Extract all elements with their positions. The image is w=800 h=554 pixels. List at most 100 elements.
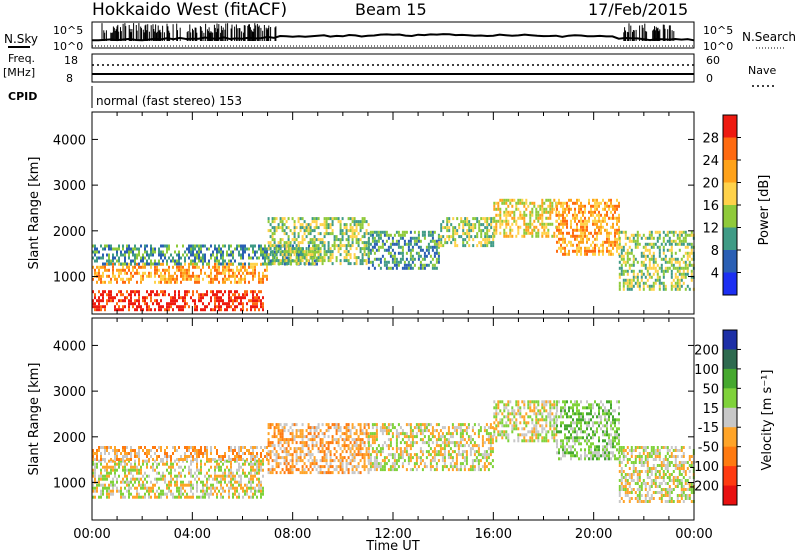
echo-cell xyxy=(323,444,326,448)
echo-cell xyxy=(570,198,572,202)
echo-cell xyxy=(454,226,457,230)
echo-cell xyxy=(315,468,318,472)
echo-cell xyxy=(323,453,326,457)
echo-cell xyxy=(676,269,679,273)
echo-cell xyxy=(273,226,276,230)
echo-cell xyxy=(270,259,272,263)
echo-cell xyxy=(271,244,274,248)
echo-cell xyxy=(283,438,286,442)
echo-cell xyxy=(379,462,382,466)
echo-cell xyxy=(357,444,360,448)
echo-cell xyxy=(182,296,184,300)
echo-cell xyxy=(373,230,376,234)
echo-cell xyxy=(604,204,606,208)
echo-cell xyxy=(275,435,278,439)
echo-cell xyxy=(472,226,475,230)
echo-cell xyxy=(236,480,238,484)
echo-cell xyxy=(658,284,661,288)
echo-cell xyxy=(594,237,596,241)
echo-cell xyxy=(325,250,328,254)
echo-cell xyxy=(212,253,214,257)
echo-cell xyxy=(313,438,316,442)
echo-cell xyxy=(114,446,116,449)
echo-cell xyxy=(345,253,348,257)
echo-cell xyxy=(315,444,318,448)
colorbar-tick-label: 12 xyxy=(702,222,719,237)
echo-cell xyxy=(369,260,372,264)
echo-cell xyxy=(212,486,214,490)
echo-cell xyxy=(429,239,432,243)
echo-cell xyxy=(289,253,292,257)
echo-cell xyxy=(224,268,226,272)
echo-cell xyxy=(311,217,314,221)
echo-cell xyxy=(385,432,388,436)
echo-cell xyxy=(315,223,318,227)
echo-cell xyxy=(472,217,475,221)
echo-cell xyxy=(250,480,252,484)
echo-cell xyxy=(100,477,102,481)
echo-cell xyxy=(564,207,566,211)
echo-cell xyxy=(234,492,236,496)
echo-cell xyxy=(216,477,218,481)
echo-cell xyxy=(178,486,180,490)
echo-cell xyxy=(206,247,208,251)
colorbar-tick-label: 4 xyxy=(711,267,719,282)
echo-cell xyxy=(459,465,462,469)
echo-cell xyxy=(200,449,202,452)
echo-cell xyxy=(130,452,132,455)
echo-cell xyxy=(122,265,124,269)
echo-cell xyxy=(576,198,578,202)
echo-cell xyxy=(311,259,314,263)
echo-cell xyxy=(230,465,232,469)
echo-cell xyxy=(468,244,471,248)
echo-cell xyxy=(224,277,226,281)
echo-cell xyxy=(164,277,166,281)
echo-cell xyxy=(343,256,346,260)
echo-cell xyxy=(158,274,160,278)
echo-cell xyxy=(200,244,202,248)
nave-tick-top: 60 xyxy=(706,54,720,67)
echo-cell xyxy=(421,423,424,427)
echo-cell xyxy=(644,263,647,267)
echo-cell xyxy=(499,231,502,235)
echo-cell xyxy=(275,253,278,257)
echo-cell xyxy=(314,259,316,263)
echo-cell xyxy=(273,238,276,242)
echo-cell xyxy=(186,455,188,458)
echo-cell xyxy=(118,474,120,478)
echo-cell xyxy=(670,242,673,246)
echo-cell xyxy=(592,249,594,253)
echo-cell xyxy=(240,302,242,306)
echo-cell xyxy=(224,471,226,475)
echo-cell xyxy=(405,251,408,255)
echo-cell xyxy=(648,242,651,246)
echo-cell xyxy=(285,232,288,236)
echo-cell xyxy=(658,281,661,285)
echo-cell xyxy=(264,259,266,263)
echo-cell xyxy=(405,444,408,448)
echo-cell xyxy=(574,210,576,214)
echo-cell xyxy=(156,489,158,493)
echo-cell xyxy=(180,465,182,469)
echo-cell xyxy=(172,274,174,278)
echo-cell xyxy=(686,269,689,273)
echo-cell xyxy=(208,474,210,478)
echo-cell xyxy=(652,242,655,246)
echo-cell xyxy=(248,247,250,251)
echo-cell xyxy=(120,293,122,297)
echo-cell xyxy=(604,207,606,211)
echo-cell xyxy=(256,465,258,469)
echo-cell xyxy=(664,260,667,264)
echo-cell xyxy=(610,252,612,256)
echo-cell xyxy=(256,455,258,458)
echo-cell xyxy=(421,453,424,457)
echo-cell xyxy=(606,228,608,232)
echo-cell xyxy=(138,483,140,487)
echo-cell xyxy=(299,471,302,475)
echo-cell xyxy=(186,247,188,251)
echo-cell xyxy=(180,265,182,269)
echo-cell xyxy=(444,226,447,230)
echo-cell xyxy=(158,455,160,458)
echo-cell xyxy=(102,474,104,478)
echo-cell xyxy=(188,480,190,484)
